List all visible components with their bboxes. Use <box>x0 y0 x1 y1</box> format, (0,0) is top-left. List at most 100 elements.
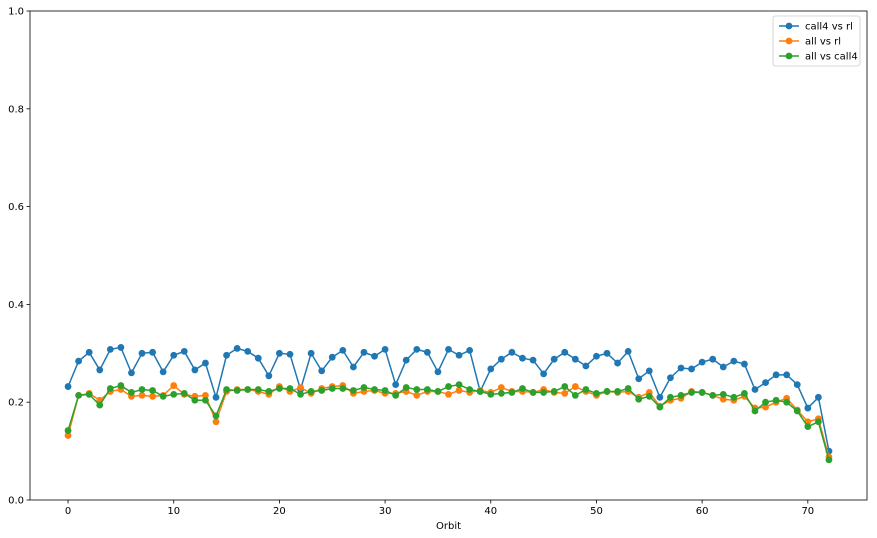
data-point <box>413 386 421 393</box>
x-tick-label: 30 <box>379 506 392 517</box>
data-point <box>571 355 579 363</box>
data-point <box>297 390 304 398</box>
data-point <box>603 388 611 395</box>
data-point <box>202 359 209 367</box>
data-point <box>455 381 463 388</box>
data-point <box>497 389 505 397</box>
data-point <box>276 349 283 357</box>
data-point <box>677 364 685 372</box>
data-point <box>360 384 368 391</box>
data-point <box>328 353 336 361</box>
data-point <box>381 345 389 353</box>
data-point <box>561 348 569 356</box>
data-point <box>804 404 812 412</box>
data-point <box>254 386 262 393</box>
data-point <box>402 356 410 364</box>
data-point <box>297 384 304 391</box>
y-tick-label: 0.2 <box>8 398 24 409</box>
data-point <box>149 348 156 356</box>
data-point <box>688 365 695 373</box>
data-point <box>793 407 801 415</box>
data-point <box>202 391 209 399</box>
data-point <box>339 385 347 392</box>
data-point <box>413 391 421 399</box>
data-point <box>751 407 759 415</box>
plot-frame <box>29 10 868 501</box>
data-point <box>381 387 389 394</box>
data-point <box>392 381 400 388</box>
data-point <box>265 372 273 380</box>
data-point <box>698 389 706 396</box>
data-point <box>212 412 220 420</box>
data-point <box>825 456 833 464</box>
data-point <box>783 398 791 406</box>
data-point <box>339 346 347 354</box>
data-point <box>445 345 452 353</box>
data-point <box>85 348 93 356</box>
y-tick-label: 0.4 <box>8 300 24 311</box>
data-point <box>106 385 114 392</box>
data-point <box>783 371 791 379</box>
data-point <box>223 386 230 393</box>
data-point <box>64 383 72 390</box>
data-point <box>730 357 738 365</box>
data-point <box>170 390 178 398</box>
data-point <box>349 363 357 371</box>
data-point <box>762 398 769 406</box>
data-point <box>244 386 252 393</box>
data-point <box>603 349 611 357</box>
legend-marker <box>785 22 793 30</box>
data-point <box>487 365 495 373</box>
data-point <box>593 352 600 360</box>
data-point <box>719 390 727 398</box>
data-point <box>223 351 230 359</box>
data-point <box>667 374 674 382</box>
data-point <box>476 388 484 395</box>
data-point <box>96 401 104 409</box>
data-point <box>497 384 505 391</box>
data-point <box>106 345 114 353</box>
data-point <box>571 391 579 399</box>
data-point <box>212 393 220 401</box>
x-tick-label: 70 <box>801 506 814 517</box>
data-point <box>445 390 452 398</box>
data-point <box>64 432 72 439</box>
data-point <box>561 383 569 390</box>
data-point <box>276 385 283 392</box>
data-point <box>96 366 104 374</box>
data-point <box>423 348 431 356</box>
data-point <box>698 358 706 366</box>
legend-marker <box>785 37 793 45</box>
data-point <box>814 418 822 426</box>
data-point <box>561 389 569 397</box>
data-point <box>191 396 199 404</box>
data-point <box>719 363 727 371</box>
data-point <box>466 386 474 393</box>
data-point <box>550 355 558 363</box>
data-point <box>434 368 442 376</box>
data-point <box>582 386 590 393</box>
plot-area <box>30 11 867 500</box>
data-point <box>762 403 769 411</box>
data-point <box>466 346 474 354</box>
data-point <box>497 355 505 363</box>
data-point <box>212 418 220 426</box>
data-point <box>117 344 125 351</box>
data-point <box>614 359 621 367</box>
x-tick-label: 0 <box>65 506 71 517</box>
data-point <box>571 383 579 390</box>
data-point <box>508 348 516 356</box>
data-point <box>328 385 336 392</box>
data-point <box>635 375 643 383</box>
data-point <box>128 369 135 377</box>
x-tick-label: 60 <box>696 506 709 517</box>
data-point <box>550 388 558 395</box>
data-point <box>233 345 241 352</box>
data-point <box>402 384 410 391</box>
data-point <box>667 393 674 401</box>
data-point <box>159 392 167 400</box>
data-point <box>645 392 653 400</box>
data-point <box>540 389 548 396</box>
legend-item: all vs rl <box>779 37 841 48</box>
data-point <box>445 383 452 390</box>
